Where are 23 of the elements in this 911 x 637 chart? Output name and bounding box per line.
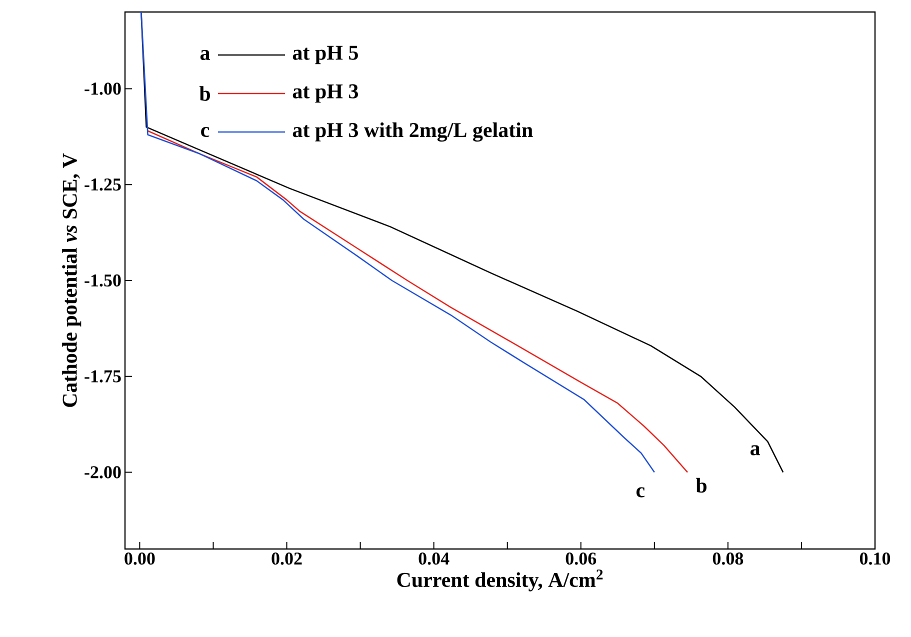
y-tick-label: -2.00 <box>84 466 121 478</box>
annotation: c <box>636 487 645 498</box>
annotation: a <box>200 50 210 60</box>
y-tick-label: -1.00 <box>84 82 121 95</box>
annotation: c <box>201 126 210 138</box>
legend-label: at pH 3 <box>292 84 358 103</box>
y-tick-label: -1.75 <box>84 370 121 382</box>
x-tick-label: 0.10 <box>860 552 890 565</box>
x-tick-label: 0.06 <box>566 552 596 565</box>
legend-label: at pH 5 <box>292 46 358 64</box>
annotation: a <box>750 445 760 456</box>
y-tick-label: -1.50 <box>84 274 121 287</box>
x-axis-title: Current density, A/cm$^{2}$ <box>397 570 603 592</box>
x-tick-label: 0.08 <box>712 552 744 565</box>
annotation: b <box>199 86 210 101</box>
annotation: b <box>696 478 706 493</box>
x-tick-label: 0.02 <box>272 552 302 565</box>
y-axis-title: Cathode potential vs SCE, V <box>62 153 82 407</box>
legend-label: at pH 3 with 2mg/L gelatin <box>292 122 533 142</box>
y-tick-label: -1.25 <box>84 178 121 191</box>
line-series <box>140 12 656 473</box>
x-tick-label: 0.04 <box>418 552 450 565</box>
x-tick-label: 0.00 <box>124 552 155 565</box>
